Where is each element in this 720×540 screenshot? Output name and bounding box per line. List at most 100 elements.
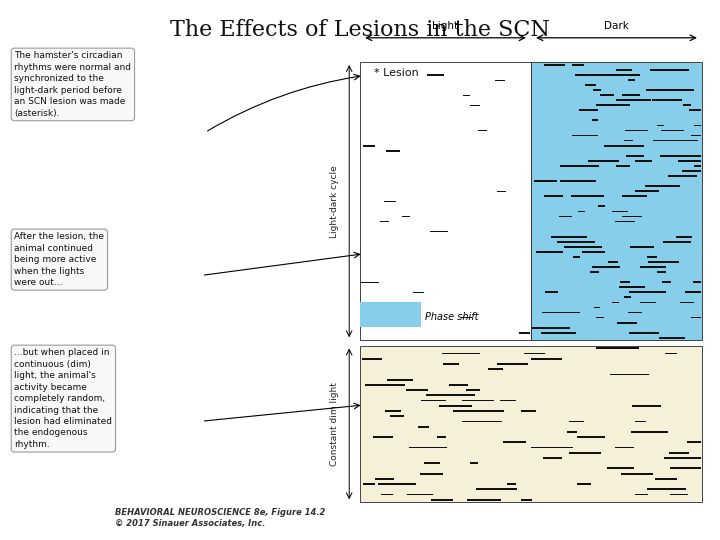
- Bar: [590, 271, 599, 273]
- Bar: [626, 155, 644, 157]
- Bar: [608, 261, 618, 263]
- Bar: [592, 119, 598, 122]
- Text: Phase shift: Phase shift: [425, 312, 478, 322]
- Bar: [621, 195, 647, 197]
- Bar: [687, 441, 701, 443]
- Bar: [567, 431, 577, 433]
- Bar: [675, 236, 693, 238]
- Bar: [631, 312, 642, 313]
- Bar: [631, 94, 639, 96]
- Bar: [612, 301, 619, 303]
- Bar: [659, 478, 667, 480]
- Bar: [387, 379, 413, 381]
- Bar: [662, 281, 671, 283]
- Bar: [559, 180, 589, 182]
- Text: Light: Light: [433, 21, 459, 31]
- Bar: [524, 353, 544, 354]
- Bar: [573, 256, 580, 258]
- Bar: [683, 457, 701, 459]
- Bar: [531, 358, 562, 360]
- Bar: [470, 462, 479, 464]
- Bar: [585, 74, 618, 76]
- Bar: [669, 452, 689, 454]
- Bar: [500, 400, 516, 401]
- Bar: [645, 185, 680, 187]
- Bar: [663, 241, 690, 242]
- Bar: [662, 337, 673, 339]
- Bar: [390, 415, 404, 417]
- Bar: [366, 384, 405, 386]
- Bar: [610, 374, 649, 375]
- Bar: [431, 499, 453, 501]
- Bar: [521, 499, 531, 501]
- Bar: [498, 488, 517, 490]
- Bar: [659, 337, 685, 339]
- Bar: [616, 99, 652, 101]
- Text: Constant dim light: Constant dim light: [330, 382, 339, 466]
- Bar: [470, 105, 480, 106]
- Bar: [585, 84, 595, 86]
- Bar: [690, 316, 701, 319]
- Bar: [385, 410, 401, 412]
- Bar: [406, 389, 428, 391]
- Bar: [642, 472, 651, 475]
- Bar: [596, 316, 604, 319]
- Bar: [617, 322, 637, 323]
- Bar: [462, 400, 494, 401]
- Bar: [657, 125, 664, 126]
- Bar: [449, 384, 468, 386]
- Bar: [624, 296, 631, 298]
- Bar: [571, 195, 603, 197]
- Bar: [551, 236, 569, 238]
- Bar: [620, 281, 631, 283]
- Bar: [577, 211, 585, 212]
- Bar: [689, 110, 701, 111]
- Bar: [377, 483, 415, 485]
- Bar: [418, 426, 429, 428]
- Bar: [541, 312, 580, 313]
- Bar: [628, 79, 634, 81]
- Bar: [360, 302, 421, 327]
- Bar: [559, 165, 598, 167]
- Bar: [420, 472, 443, 475]
- Bar: [631, 431, 667, 433]
- Bar: [495, 79, 505, 81]
- Bar: [541, 358, 559, 360]
- Bar: [557, 241, 595, 242]
- Bar: [531, 62, 702, 340]
- Text: Dark: Dark: [604, 21, 629, 31]
- Bar: [621, 472, 653, 475]
- Bar: [626, 130, 648, 131]
- Bar: [670, 140, 698, 141]
- Bar: [678, 160, 701, 161]
- Bar: [534, 180, 557, 182]
- Bar: [400, 307, 415, 308]
- Bar: [680, 301, 695, 303]
- Bar: [407, 494, 433, 495]
- Bar: [670, 155, 701, 157]
- Bar: [577, 436, 606, 438]
- Bar: [685, 292, 701, 293]
- Bar: [635, 160, 652, 161]
- Bar: [454, 410, 490, 412]
- Bar: [592, 266, 620, 268]
- Bar: [661, 69, 676, 71]
- Bar: [647, 488, 686, 490]
- Bar: [694, 125, 701, 126]
- Bar: [570, 452, 601, 454]
- Bar: [362, 358, 382, 360]
- Bar: [497, 191, 506, 192]
- Bar: [541, 332, 575, 334]
- Bar: [544, 195, 562, 197]
- Bar: [544, 457, 562, 459]
- Bar: [409, 447, 447, 448]
- Bar: [639, 301, 656, 303]
- Bar: [594, 307, 600, 308]
- Bar: [605, 266, 613, 268]
- Bar: [430, 231, 449, 233]
- Bar: [413, 292, 424, 293]
- Bar: [647, 256, 657, 258]
- Bar: [463, 94, 470, 96]
- Text: The hamster's circadian
rhythms were normal and
synchronized to the
light-dark p: The hamster's circadian rhythms were nor…: [14, 51, 132, 118]
- Bar: [616, 69, 632, 71]
